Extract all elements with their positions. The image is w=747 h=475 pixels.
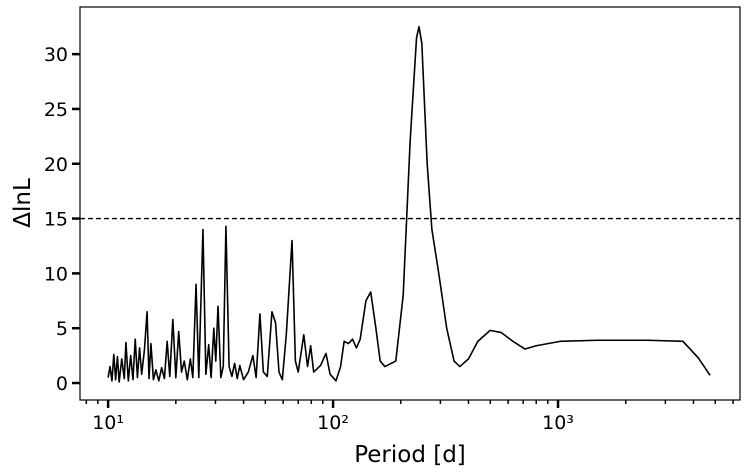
y-tick-label: 30 <box>44 44 68 66</box>
x-tick-label: 10² <box>317 412 349 434</box>
y-tick-label: 10 <box>44 263 68 285</box>
y-tick-label: 20 <box>44 154 68 176</box>
x-tick-label: 10¹ <box>92 412 124 434</box>
x-axis-label: Period [d] <box>354 442 466 468</box>
y-tick-label: 15 <box>44 209 68 231</box>
x-tick-label: 10³ <box>542 412 574 434</box>
y-axis-label: ΔlnL <box>10 178 36 228</box>
y-tick-label: 25 <box>44 99 68 121</box>
periodogram-line <box>107 25 711 383</box>
y-tick-label: 0 <box>56 373 68 395</box>
plot-frame <box>79 6 741 401</box>
y-tick-label: 5 <box>56 318 68 340</box>
